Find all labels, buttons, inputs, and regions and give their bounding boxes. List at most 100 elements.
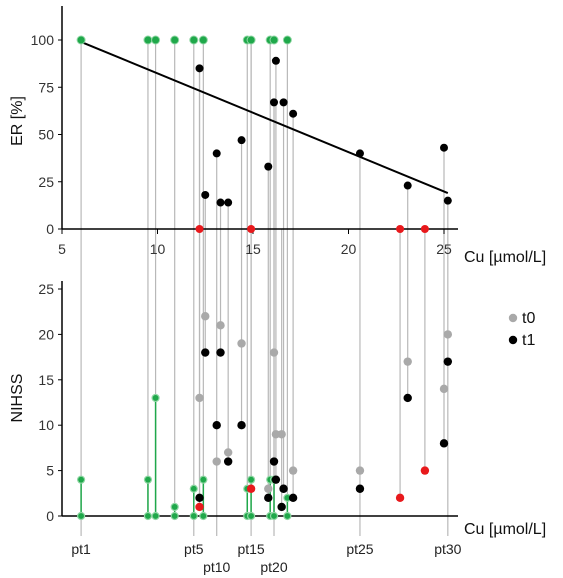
- er-point: [189, 35, 199, 45]
- nihss-point-t0: [439, 384, 449, 394]
- er-y-tick-label: 25: [38, 174, 54, 190]
- nihss-point-t0: [264, 484, 273, 493]
- nihss-point-t0: [355, 466, 365, 475]
- nihss-point-t1: [189, 511, 198, 521]
- er-point: [282, 35, 292, 45]
- nihss-point-t1: [170, 511, 179, 521]
- nihss-point-t0: [277, 430, 286, 439]
- er-y-tick-label: 75: [38, 79, 54, 95]
- nihss-point-t0: [195, 393, 204, 403]
- er-point: [143, 35, 153, 45]
- nihss-point-red: [246, 484, 256, 493]
- er-y-tick-label: 50: [38, 127, 54, 143]
- nihss-point-t0: [201, 312, 210, 321]
- er-x-tick-label: 15: [245, 241, 261, 257]
- nihss-point-t0: [143, 475, 153, 484]
- er-y-tick-label: 0: [46, 221, 54, 237]
- nihss-point-t0: [199, 475, 208, 484]
- patient-label: pt10: [203, 559, 230, 575]
- er-point: [170, 35, 180, 45]
- nihss-point-t0: [223, 448, 233, 457]
- nihss-point-t1: [195, 493, 204, 503]
- regression-layer: [80, 40, 449, 195]
- er-point: [151, 35, 161, 45]
- er-point: [198, 35, 208, 45]
- nihss-point-t0: [170, 502, 179, 512]
- er-point: [355, 149, 364, 158]
- regression-line: [80, 40, 449, 195]
- nihss-point-red: [395, 493, 405, 503]
- er-point: [289, 109, 298, 118]
- nihss-axes: NIHSS Cu [µmol/L]: [9, 281, 546, 538]
- er-point: [279, 98, 288, 107]
- nihss-point-t1: [212, 421, 221, 430]
- nihss-point-t1: [288, 493, 298, 503]
- data-points: [76, 35, 453, 521]
- nihss-y-axis-title: NIHSS: [9, 374, 26, 423]
- nihss-point-t1: [216, 348, 225, 357]
- nihss-point-t1: [355, 484, 365, 493]
- er-point: [247, 225, 256, 233]
- nihss-point-t1: [237, 421, 246, 430]
- nihss-point-t1: [269, 457, 279, 466]
- nihss-point-t1: [439, 439, 449, 448]
- er-y-tick-label: 100: [31, 32, 55, 48]
- er-point: [212, 149, 221, 158]
- nihss-point-t1: [76, 511, 86, 521]
- er-point: [440, 143, 448, 152]
- nihss-point-t0: [76, 475, 86, 484]
- nihss-point-t0: [246, 475, 256, 484]
- er-point: [201, 190, 210, 199]
- patient-labels: pt1 pt5 pt10 pt15 pt20 pt25 pt30: [71, 541, 461, 575]
- nihss-point-t0: [151, 393, 160, 403]
- nihss-point-red: [195, 502, 204, 512]
- patient-label: pt20: [260, 559, 287, 575]
- patient-label: pt15: [237, 541, 264, 557]
- nihss-point-t1: [264, 493, 273, 503]
- nihss-point-t1: [269, 511, 279, 521]
- er-point: [246, 35, 256, 45]
- patient-label: pt25: [346, 541, 373, 557]
- nihss-point-t0: [237, 339, 246, 348]
- er-point: [76, 35, 86, 45]
- er-point: [443, 196, 452, 205]
- er-point: [195, 64, 204, 73]
- patient-label: pt5: [184, 541, 204, 557]
- nihss-point-red: [420, 466, 430, 475]
- nihss-x-axis-title: Cu [µmol/L]: [464, 521, 546, 538]
- er-point: [270, 98, 279, 107]
- er-point: [224, 198, 233, 207]
- nihss-point-t1: [223, 457, 233, 466]
- er-point: [264, 162, 273, 171]
- legend-marker-t0: [508, 313, 518, 323]
- patient-label: pt1: [71, 541, 91, 557]
- er-y-axis-title: ER [%]: [9, 96, 26, 146]
- er-x-tick-label: 5: [58, 241, 66, 257]
- nihss-point-t1: [201, 348, 210, 357]
- nihss-y-tick-label: 0: [46, 508, 54, 524]
- er-point: [237, 136, 246, 145]
- er-x-tick-label: 20: [341, 241, 357, 257]
- er-point: [420, 225, 429, 233]
- legend-label-t0: t0: [522, 310, 535, 327]
- patient-connector-lines: [80, 40, 449, 536]
- nihss-y-tick-label: 15: [38, 372, 54, 388]
- nihss-point-t1: [271, 475, 281, 484]
- er-x-tick-label: 25: [436, 241, 452, 257]
- nihss-point-t0: [269, 348, 279, 357]
- nihss-point-t0: [216, 321, 225, 330]
- nihss-point-t1: [279, 484, 288, 493]
- nihss-y-tick-label: 20: [38, 326, 54, 342]
- nihss-y-tick-label: 25: [38, 281, 54, 297]
- er-x-axis-title: Cu [µmol/L]: [464, 249, 546, 266]
- nihss-point-t0: [189, 484, 198, 493]
- legend-label-t1: t1: [522, 332, 535, 349]
- er-point: [269, 35, 279, 45]
- nihss-point-t1: [443, 357, 453, 366]
- er-axes: ER [%] Cu [µmol/L]: [9, 6, 546, 266]
- nihss-point-t1: [246, 511, 256, 521]
- nihss-y-tick-label: 5: [46, 463, 54, 479]
